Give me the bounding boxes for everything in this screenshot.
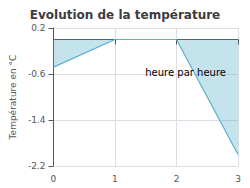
svg-text:-1.4: -1.4 xyxy=(28,115,46,125)
svg-text:2: 2 xyxy=(174,174,180,184)
svg-text:Température en °C: Température en °C xyxy=(8,55,18,141)
svg-text:1: 1 xyxy=(112,174,118,184)
svg-text:3: 3 xyxy=(235,174,241,184)
svg-text:0: 0 xyxy=(51,174,57,184)
svg-text:0.2: 0.2 xyxy=(31,23,45,33)
svg-text:-0.6: -0.6 xyxy=(28,69,46,79)
svg-text:Evolution de la température: Evolution de la température xyxy=(30,8,221,22)
svg-text:-2.2: -2.2 xyxy=(28,161,46,171)
svg-text:heure par heure: heure par heure xyxy=(145,67,226,78)
